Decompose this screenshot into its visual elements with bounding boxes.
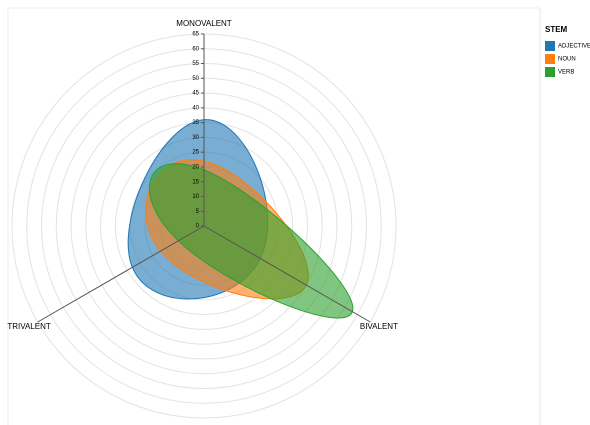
legend-swatch xyxy=(545,41,555,51)
tick-label: 15 xyxy=(192,179,199,185)
tick-label: 45 xyxy=(192,91,199,97)
axis-line xyxy=(203,225,371,323)
tick-label: 65 xyxy=(192,32,199,38)
legend-swatch xyxy=(545,67,555,77)
tick-label: 35 xyxy=(192,120,199,126)
radar-area xyxy=(148,163,354,319)
tick-label: 5 xyxy=(196,209,200,215)
legend-swatch xyxy=(545,54,555,64)
tick-label: 55 xyxy=(192,61,199,67)
tick-label: 30 xyxy=(192,135,199,141)
legend-label: NOUN xyxy=(558,57,576,63)
axis-label: BIVALENT xyxy=(360,322,398,331)
tick-label: 20 xyxy=(192,165,199,171)
tick-label: 25 xyxy=(192,150,199,156)
axis-line xyxy=(37,225,205,323)
axis-label: TRIVALENT xyxy=(7,322,51,331)
tick-label: 10 xyxy=(192,194,199,200)
tick-label: 0 xyxy=(196,224,200,230)
tick-label: 50 xyxy=(192,76,199,82)
tick-label: 40 xyxy=(192,105,199,111)
legend-label: VERB xyxy=(558,70,574,76)
legend-label: ADJECTIVE xyxy=(558,44,590,50)
tick-label: 60 xyxy=(192,46,199,52)
legend-title: STEM xyxy=(545,25,568,34)
axis-label: MONOVALENT xyxy=(176,19,232,28)
